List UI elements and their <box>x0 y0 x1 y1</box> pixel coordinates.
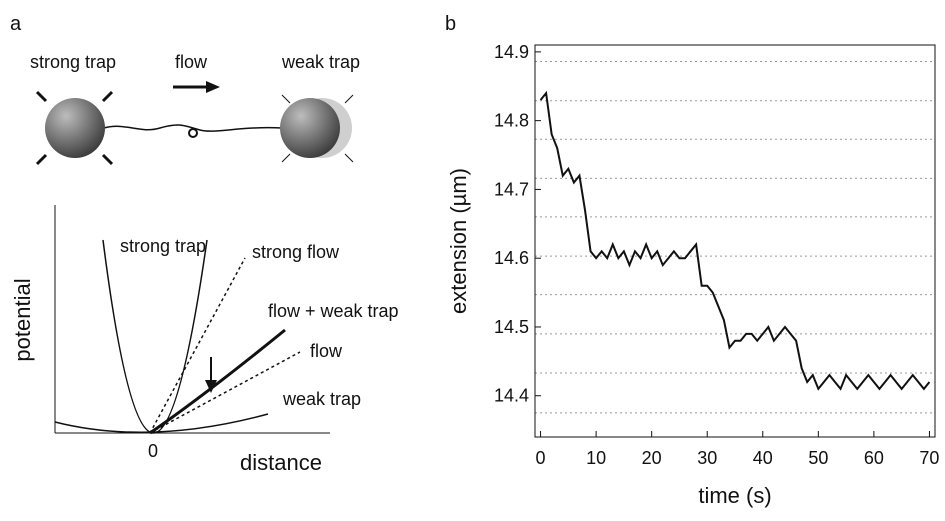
curve-label: flow <box>310 341 343 361</box>
y-axis-label: extension (µm) <box>446 168 471 314</box>
arrow-head <box>205 380 217 393</box>
x-tick-label: 70 <box>919 448 939 468</box>
x-tick-label: 10 <box>586 448 606 468</box>
flow-arrow <box>173 81 220 93</box>
bead-marker <box>188 128 198 138</box>
curve-label: strong trap <box>120 236 206 256</box>
axis-label: potential <box>10 278 35 361</box>
x-tick-label: 20 <box>642 448 662 468</box>
strong-trap-rays <box>35 90 114 166</box>
x-tick-label: 50 <box>808 448 828 468</box>
curve-label: flow + weak trap <box>268 301 399 321</box>
axis-label: distance <box>240 450 322 475</box>
label: weak trap <box>281 52 360 72</box>
weak-trap-rays <box>281 94 354 163</box>
y-tick-label: 14.7 <box>494 179 529 199</box>
y-tick-label: 14.5 <box>494 317 529 337</box>
y-tick-label: 14.8 <box>494 111 529 131</box>
weak-bead <box>280 98 340 158</box>
x-tick-label: 0 <box>536 448 546 468</box>
panel-b: b extension (µm) time (s) 14.4 14.5 14.6 14… <box>445 13 939 508</box>
x-axis-label: time (s) <box>698 483 771 508</box>
y-tick-label: 14.9 <box>494 42 529 62</box>
x-tick-label: 30 <box>697 448 717 468</box>
curve-label: strong flow <box>252 242 340 262</box>
panel-a: a strong trap flow weak trap potential d… <box>10 13 399 475</box>
strong-bead <box>45 98 105 158</box>
panel-label: a <box>10 13 22 35</box>
data-line <box>539 90 931 391</box>
panel-label: b <box>445 13 456 35</box>
tether <box>103 124 283 132</box>
y-tick-label: 14.4 <box>494 386 529 406</box>
origin-label: 0 <box>148 441 158 461</box>
y-tick-label: 14.6 <box>494 248 529 268</box>
x-tick-label: 60 <box>864 448 884 468</box>
curve-label: weak trap <box>282 389 361 409</box>
x-tick-label: 40 <box>753 448 773 468</box>
plot-frame <box>534 44 936 438</box>
label: flow <box>175 52 208 72</box>
label: strong trap <box>30 52 116 72</box>
